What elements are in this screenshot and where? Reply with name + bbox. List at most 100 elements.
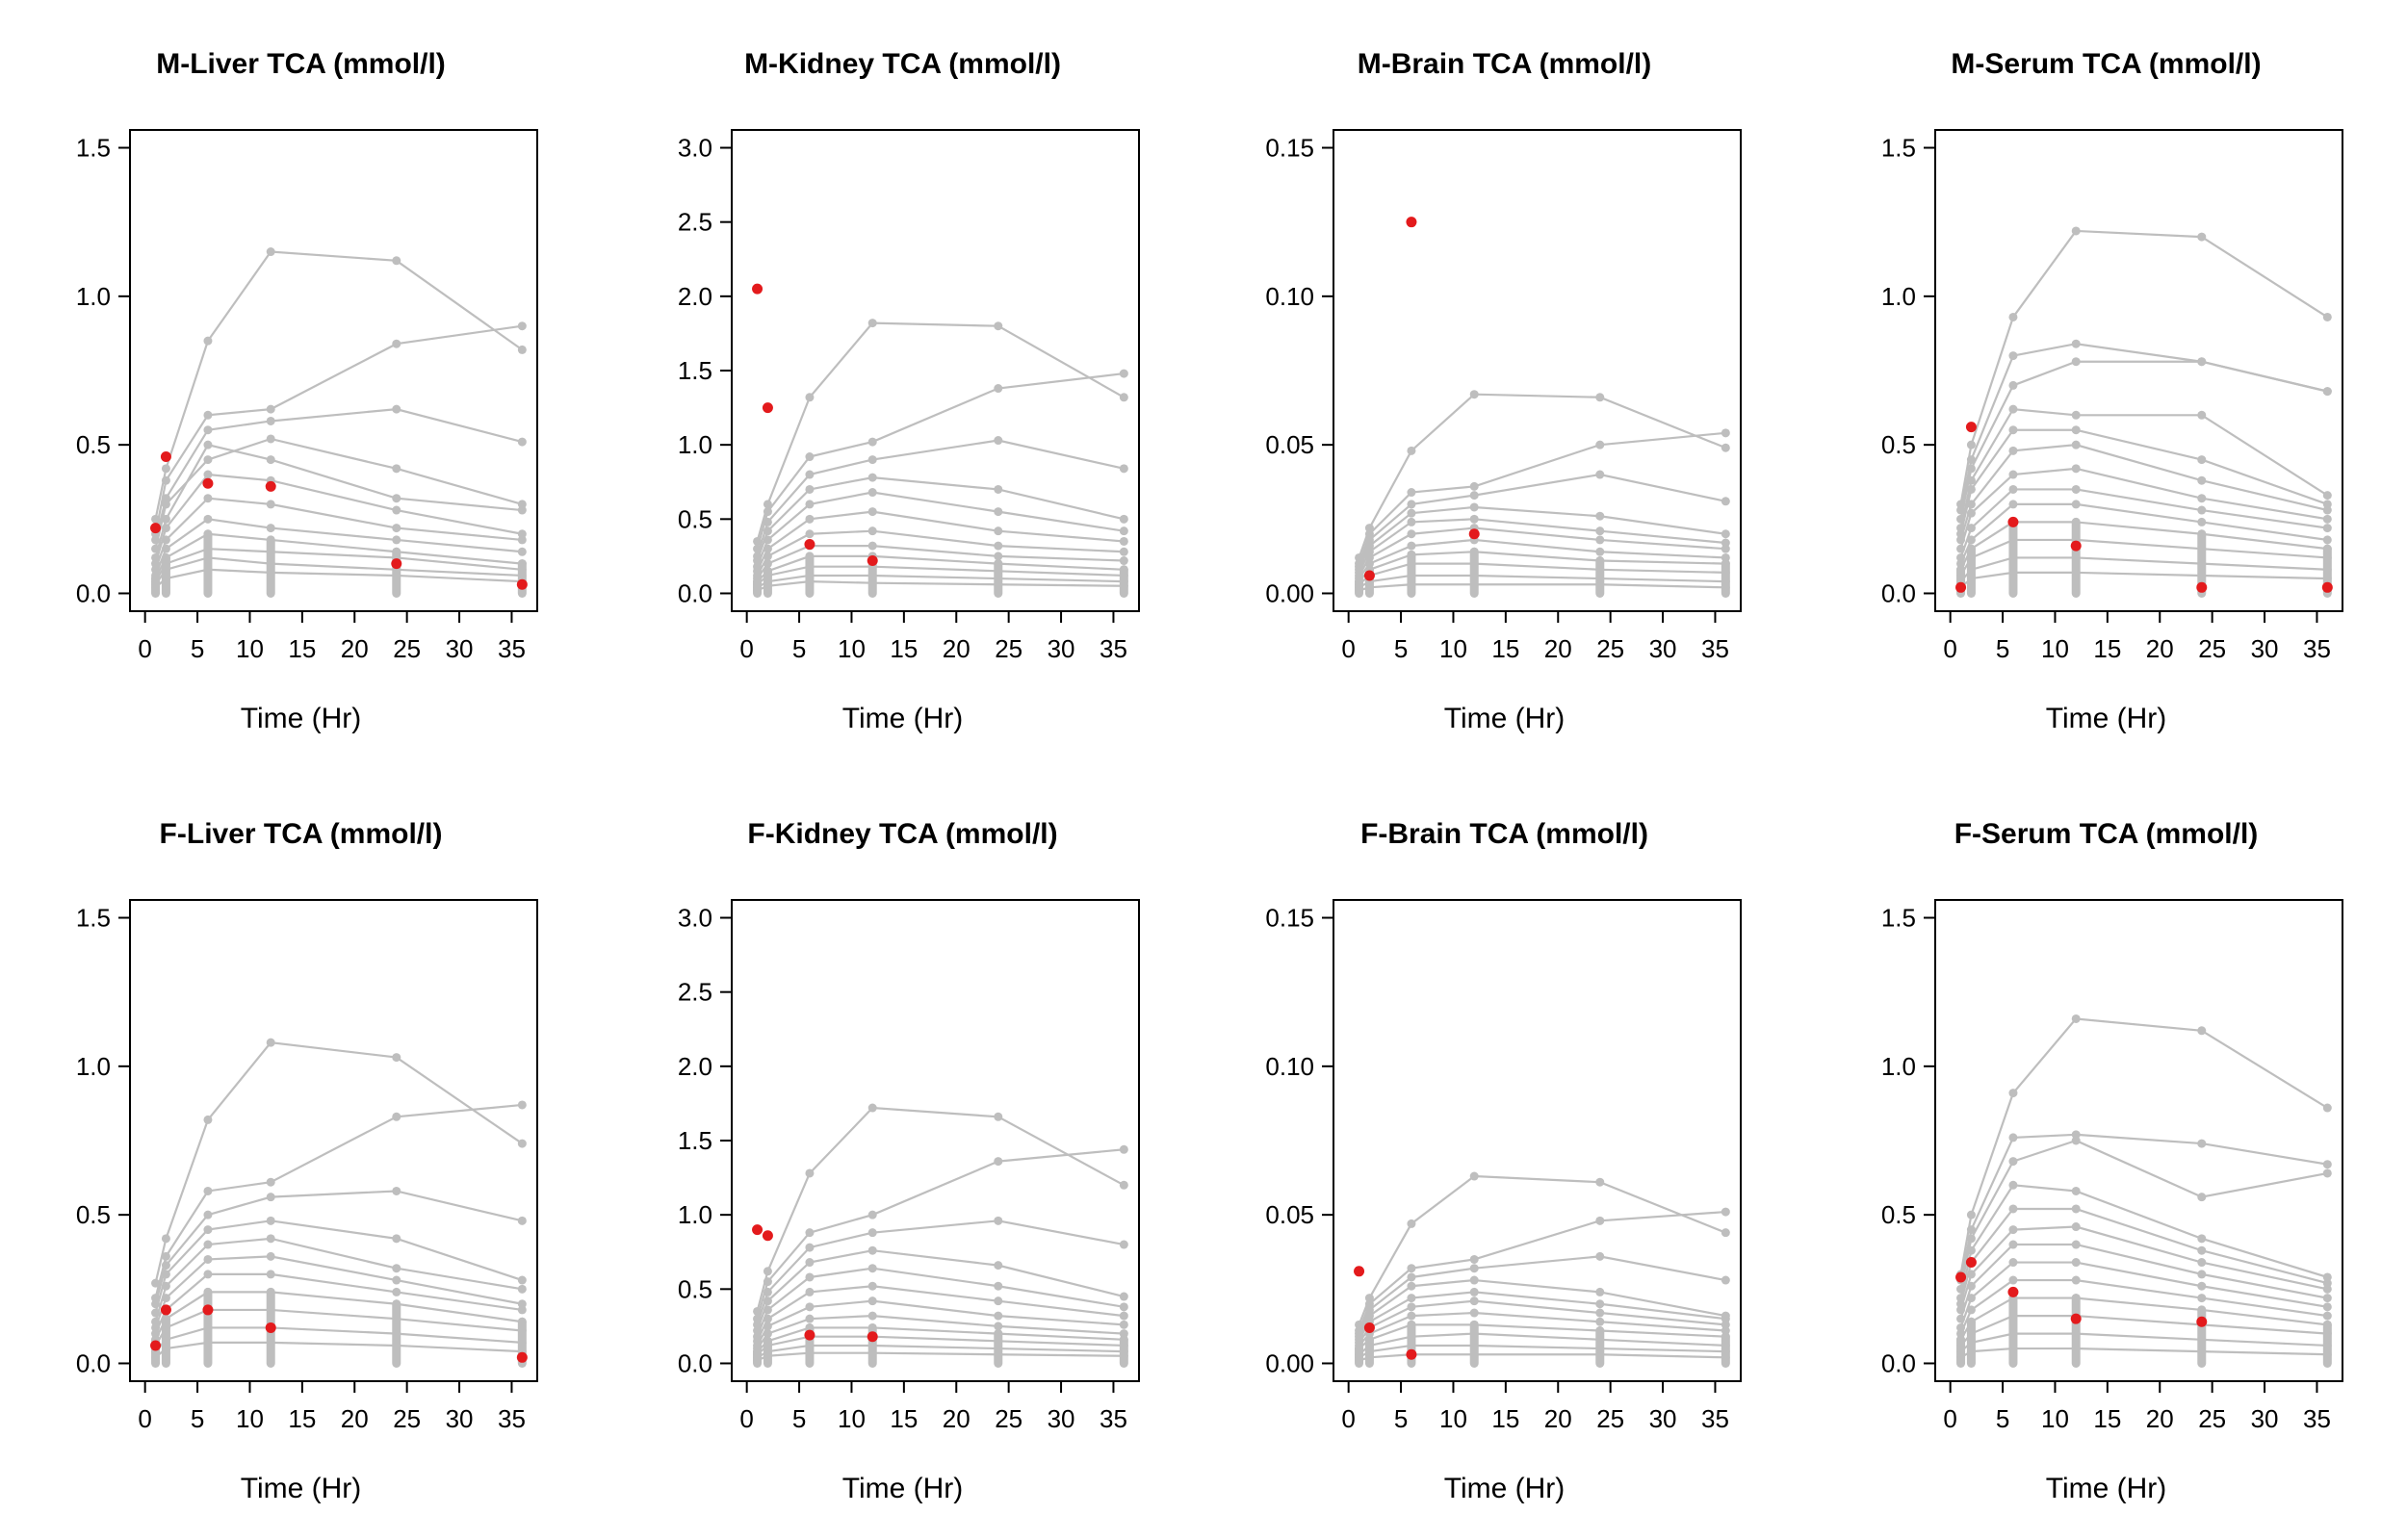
series-point [763,1322,772,1331]
x-tick-label: 10 [236,634,264,663]
series-point [994,484,1003,494]
series-point [2008,380,2018,390]
series-point [805,1287,815,1296]
series-point [1595,1216,1605,1225]
series-point [867,437,877,447]
series-point [867,1103,877,1113]
x-tick-label: 30 [2251,634,2279,663]
series-point [1956,1299,1966,1309]
x-tick-label: 35 [1701,1404,1729,1433]
y-tick-label: 1.0 [76,282,111,311]
series-point [753,536,763,546]
series-point [1595,1308,1605,1318]
plot-svg: 0 5 10 15 20 25 30 35 0.0 0.5 1.0 1.5 [76,129,538,663]
series-point [2008,1240,2018,1249]
x-tick-label: 10 [2041,1404,2069,1433]
series-point [2008,484,2018,494]
series-point [1956,1305,1966,1315]
series-point [1469,514,1479,524]
series-point [1595,1251,1605,1261]
series-point [1595,440,1605,449]
series-point [1407,1272,1416,1282]
series-point [203,1254,213,1264]
y-tick-label: 0.0 [1881,1348,1916,1377]
series-point [867,319,877,328]
series-point [2008,1157,2018,1167]
series-point [2322,312,2332,321]
series-point [994,552,1003,561]
series-point [1966,1225,1976,1235]
series-point [994,526,1003,536]
series-point [2071,1275,2081,1285]
series-point [517,505,527,515]
series-point [203,470,213,479]
y-tick-label: 0.00 [1265,1348,1314,1377]
series-point [2008,500,2018,509]
series-point [1721,544,1730,553]
x-tick-label: 30 [1048,634,1075,663]
series-point [1595,511,1605,521]
highlight-point [202,477,214,489]
series-point [151,565,161,575]
series-point [392,1287,401,1296]
series-point [266,1270,275,1279]
series-point [805,1272,815,1282]
highlight-point [2196,581,2208,593]
series-point [203,1240,213,1249]
x-tick-label: 20 [2146,634,2174,663]
series-point [151,544,161,553]
x-tick-label: 5 [792,634,806,663]
series-line [154,473,523,564]
series-point [2322,524,2332,533]
y-tick-label: 1.5 [1881,904,1916,933]
series-point [2071,1186,2081,1195]
series-point [2071,500,2081,509]
series-point [994,1216,1003,1225]
series-point [1956,544,1966,553]
x-tick-label: 25 [393,1404,421,1433]
series-point [1721,538,1730,548]
highlight-point [804,1329,815,1341]
x-tick-label: 5 [792,1404,806,1433]
series-point [517,1305,527,1315]
series-point [266,1216,275,1225]
series-point [1721,443,1730,452]
series-point [1119,547,1128,556]
series-point [1119,556,1128,566]
series-point [2008,446,2018,455]
panel-m-brain: M-Brain TCA (mmol/l) 0 5 10 15 20 25 30 35 0.00 0… [1204,0,1805,770]
y-tick-label: 0.5 [76,1200,111,1229]
plot-frame [1333,899,1742,1382]
x-tick-label: 25 [995,634,1022,663]
plot-svg: 0 5 10 15 20 25 30 35 0.00 0.05 0.10 0.15 [1265,129,1742,663]
series-point [1956,524,1966,533]
series-point [1407,1281,1416,1291]
series-point [763,544,772,553]
series-point [2071,1014,2081,1023]
chart-title: F-Kidney TCA (mmol/l) [747,818,1058,850]
series-point [2008,425,2018,435]
y-tick-label: 0.0 [1881,578,1916,607]
highlight-point [762,1230,773,1242]
x-tick-label: 0 [1341,634,1355,663]
series-point [753,544,763,553]
series-point [1595,1287,1605,1296]
x-tick-label: 15 [288,1404,316,1433]
y-tick-label: 0.0 [678,1348,712,1377]
x-tick-label: 5 [1394,1404,1408,1433]
series-point [1469,481,1479,491]
series-point [1119,1329,1128,1339]
y-tick-label: 1.5 [76,134,111,163]
series-point [1966,475,1976,485]
series-line [1959,428,2328,535]
highlight-point [1965,1257,1977,1269]
highlight-point [1406,217,1417,228]
series-point [2322,1272,2332,1282]
x-tick-label: 15 [2093,634,2121,663]
series-point [805,529,815,539]
series-point [2322,1311,2332,1321]
series-point [1966,1234,1976,1244]
series-line [1959,1017,2328,1275]
series-point [161,524,170,533]
